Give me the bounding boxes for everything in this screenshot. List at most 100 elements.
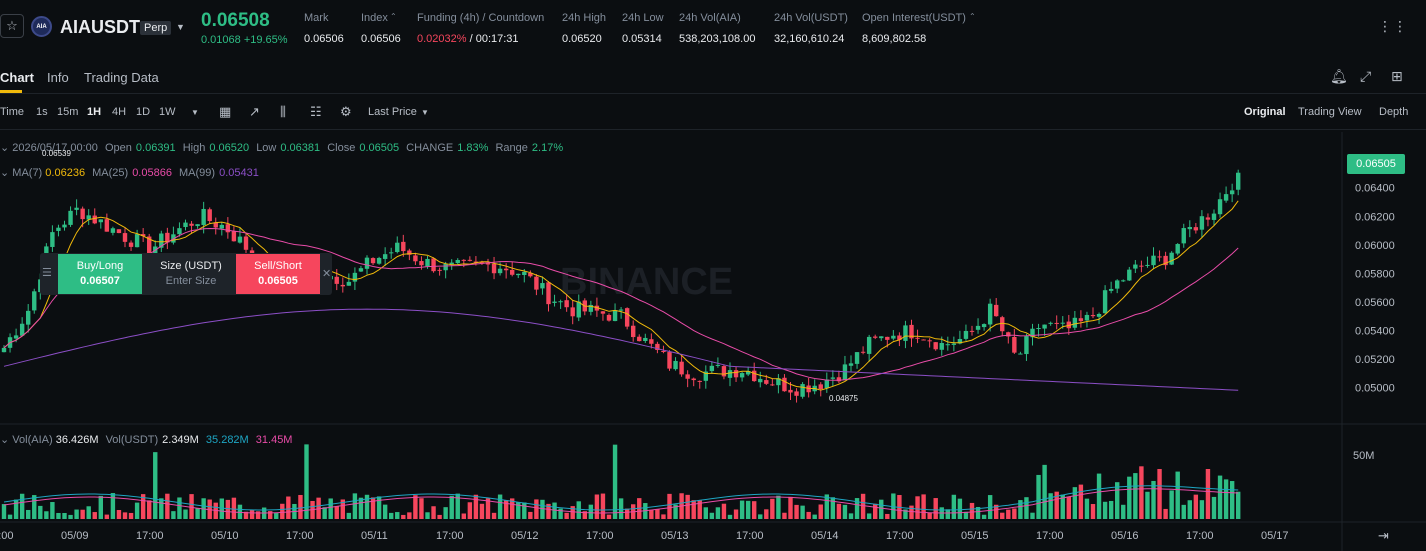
- volume-bar: [794, 504, 799, 519]
- price-chart[interactable]: BINANCE 0.06400 0.06200 0.06000 0.05800 0.056…: [0, 132, 1426, 551]
- volume-bar: [461, 513, 466, 519]
- view-original[interactable]: Original: [1244, 106, 1286, 118]
- calendar-icon[interactable]: ▦: [219, 104, 232, 119]
- candle-body: [467, 259, 473, 261]
- candle-body: [389, 252, 394, 254]
- volume-bar: [128, 512, 134, 519]
- index-label[interactable]: Index: [361, 12, 388, 24]
- symbol-dropdown-icon[interactable]: ▼: [176, 22, 185, 32]
- view-depth[interactable]: Depth: [1379, 106, 1409, 118]
- last-price: 0.06508: [201, 10, 270, 31]
- volume-bar: [655, 509, 660, 519]
- candle-body: [1187, 227, 1192, 230]
- volume-bar: [842, 504, 848, 519]
- volume-bar: [473, 494, 479, 519]
- candle-body: [618, 309, 624, 311]
- interval-time[interactable]: Time: [0, 106, 25, 118]
- candle-body: [691, 378, 696, 381]
- close-icon[interactable]: ✕: [322, 268, 332, 280]
- volume-bar: [981, 514, 987, 519]
- candle-body: [727, 370, 733, 378]
- candle-body: [413, 255, 418, 262]
- volume-bar: [818, 504, 823, 519]
- volume-bar: [80, 509, 85, 519]
- sell-short-button[interactable]: Sell/Short 0.06505: [236, 254, 320, 294]
- open-interest-label[interactable]: Open Interest(USDT): [862, 12, 966, 24]
- volume-bar: [612, 444, 618, 519]
- indicators-icon[interactable]: ↗: [249, 104, 260, 119]
- quick-trade-panel: ☰ Buy/Long 0.06507 Size (USDT) Enter Siz…: [40, 253, 332, 295]
- candle-style-icon[interactable]: ⫼: [280, 104, 286, 119]
- interval-1s[interactable]: 1s: [36, 106, 48, 118]
- interval-1d[interactable]: 1D: [136, 106, 151, 118]
- interval-4h[interactable]: 4H: [112, 106, 127, 118]
- drag-handle-icon[interactable]: ☰: [42, 267, 52, 279]
- candle-body: [818, 384, 823, 389]
- volume-bar: [491, 512, 497, 519]
- volume-bar: [1163, 508, 1168, 519]
- view-trading-view[interactable]: Trading View: [1298, 106, 1362, 118]
- volume-bar: [7, 514, 13, 519]
- symbol-name[interactable]: AIAUSDT: [60, 17, 140, 37]
- interval-15m[interactable]: 15m: [57, 106, 79, 118]
- settings-list-icon[interactable]: ☷: [310, 104, 322, 119]
- ma-collapse-icon[interactable]: ⌄: [0, 167, 10, 179]
- alert-bell-icon[interactable]: 🔔︎: [1330, 68, 1348, 84]
- tab-info[interactable]: Info: [47, 70, 69, 85]
- volume-bar: [237, 504, 243, 519]
- tab-trading-data[interactable]: Trading Data: [84, 70, 159, 85]
- candle-body: [1217, 199, 1223, 215]
- candle-body: [558, 301, 563, 303]
- more-options-icon[interactable]: ⋮⋮: [1378, 18, 1408, 34]
- volume-bar: [951, 494, 957, 519]
- mark-label: Mark: [304, 12, 329, 24]
- candle-body: [564, 300, 569, 308]
- volume-bar: [788, 496, 793, 519]
- candle-body: [147, 236, 152, 254]
- candle-body: [128, 242, 134, 247]
- tab-chart[interactable]: Chart: [0, 70, 34, 85]
- volume-bar: [528, 511, 533, 519]
- candle-body: [1018, 353, 1023, 355]
- candle-body: [1036, 328, 1041, 330]
- price-type-dropdown-icon[interactable]: ▼: [421, 108, 429, 117]
- volume-bar: [1054, 491, 1059, 519]
- open-interest-info-icon[interactable]: ⌃: [969, 12, 976, 21]
- volume-ma1-line: [3, 485, 1239, 511]
- volume-bar: [921, 494, 926, 519]
- scroll-to-latest-icon[interactable]: ⇥: [1378, 528, 1389, 543]
- vol-collapse-icon[interactable]: ⌄: [0, 434, 10, 446]
- volume-bar: [994, 504, 999, 519]
- interval-1h[interactable]: 1H: [87, 106, 102, 118]
- layout-grid-icon[interactable]: ⊞: [1391, 68, 1403, 84]
- buy-long-button[interactable]: Buy/Long 0.06507: [58, 254, 142, 294]
- volume-bar: [364, 494, 370, 519]
- favorite-star-icon[interactable]: ☆: [0, 14, 24, 38]
- volume-axis-label: 50M: [1353, 450, 1375, 462]
- candle-body: [891, 335, 896, 339]
- ma25-value: 0.05866: [132, 167, 172, 179]
- candle-body: [903, 325, 908, 341]
- volume-bar: [122, 512, 128, 519]
- high-label-ohlc: High: [182, 142, 206, 154]
- price-type-select[interactable]: Last Price: [368, 106, 417, 118]
- high-value-ohlc: 0.06520: [209, 142, 250, 154]
- volume-bar: [358, 497, 364, 519]
- volume-bar: [425, 512, 430, 519]
- size-input[interactable]: Size (USDT) Enter Size: [144, 254, 238, 294]
- candle-body: [1157, 256, 1162, 258]
- volume-bar: [304, 444, 309, 519]
- volume-bar: [806, 511, 811, 519]
- candle-body: [1151, 255, 1156, 266]
- index-value: 0.06506: [361, 33, 401, 45]
- index-info-icon[interactable]: ⌃: [390, 12, 397, 21]
- collapse-icon[interactable]: ⌄: [0, 142, 10, 154]
- candle-body: [370, 258, 376, 264]
- fullscreen-icon[interactable]: ⤢: [1360, 68, 1372, 84]
- funding-countdown: / 00:17:31: [466, 33, 519, 45]
- volume-bar: [739, 500, 745, 519]
- volume-bar: [576, 501, 581, 519]
- interval-dropdown-icon[interactable]: ▼: [191, 108, 199, 117]
- interval-1w[interactable]: 1W: [159, 106, 176, 118]
- gear-icon[interactable]: ⚙: [340, 104, 352, 119]
